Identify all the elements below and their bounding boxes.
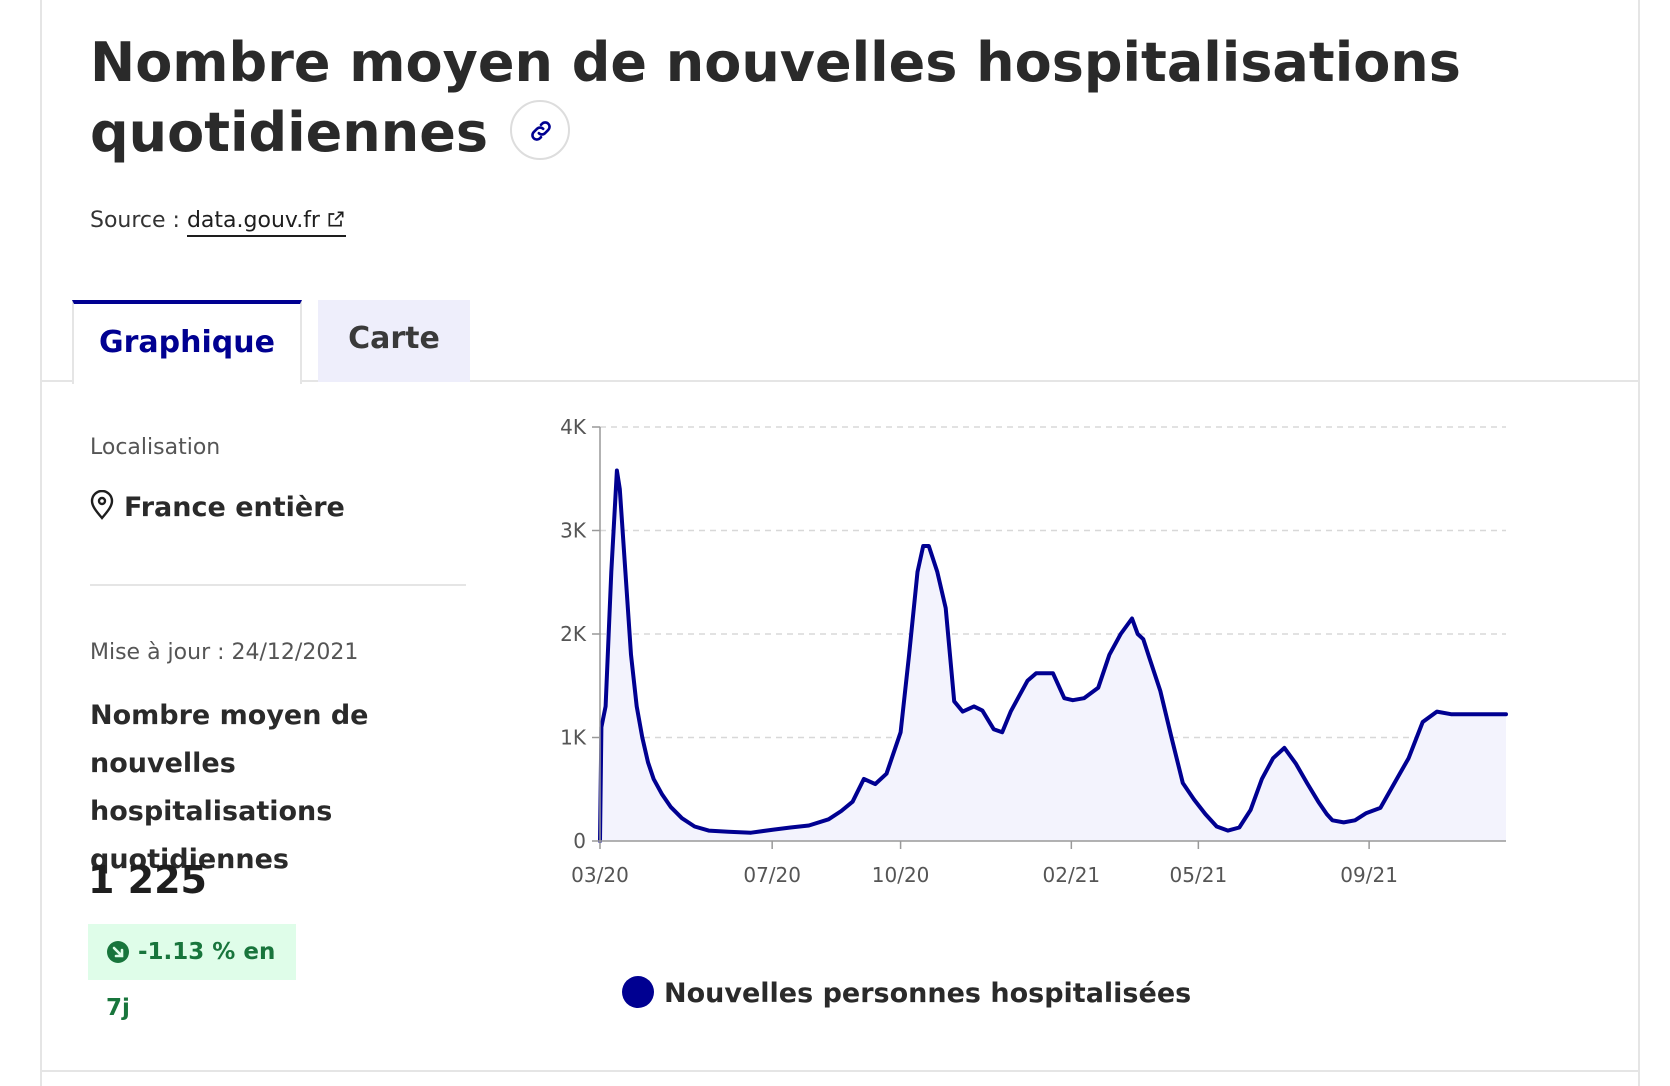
x-tick-label: 05/21: [1170, 863, 1228, 887]
metric-title: Nombre moyen de nouvelles hospitalisatio…: [90, 700, 369, 875]
y-tick-label: 0: [573, 829, 586, 853]
trend-down-icon: [107, 941, 129, 963]
source-link[interactable]: data.gouv.fr: [186, 208, 346, 237]
card-frame: [40, 0, 1640, 1086]
x-tick-label: 10/20: [872, 863, 930, 887]
location-selector[interactable]: France entière: [90, 489, 345, 523]
y-tick-label: 2K: [560, 622, 587, 646]
chart-data: [598, 468, 1508, 843]
location-value: France entière: [124, 492, 345, 523]
page-title-text: Nombre moyen de nouvelles hospitalisatio…: [90, 31, 1461, 164]
y-tick-label: 4K: [560, 415, 587, 439]
x-tick-label: 07/20: [743, 863, 801, 887]
series-area: [600, 470, 1506, 841]
y-tick-label: 3K: [560, 519, 587, 543]
bottom-divider: [40, 1070, 1640, 1072]
x-tick-label: 02/21: [1043, 863, 1101, 887]
page-title: Nombre moyen de nouvelles hospitalisatio…: [90, 28, 1490, 168]
tab-carte[interactable]: Carte: [318, 300, 470, 382]
source-prefix: Source :: [90, 208, 187, 233]
map-pin-icon: [90, 489, 114, 520]
change-badge: -1.13 % en 7j: [88, 924, 296, 1021]
sidebar-separator: [90, 584, 466, 586]
external-link-icon: [328, 211, 344, 227]
update-date: Mise à jour : 24/12/2021: [90, 640, 359, 665]
link-icon: [531, 121, 551, 142]
tab-graphique[interactable]: Graphique: [72, 300, 302, 384]
source-line: Source : data.gouv.fr: [90, 208, 346, 237]
chart-legend[interactable]: Nouvelles personnes hospitalisées: [622, 976, 1191, 1009]
copy-link-button[interactable]: [509, 100, 570, 161]
source-link-text: data.gouv.fr: [186, 208, 320, 233]
legend-swatch: [622, 976, 654, 1008]
x-tick-label: 03/20: [571, 863, 629, 887]
y-tick-label: 1K: [560, 726, 587, 750]
legend-label: Nouvelles personnes hospitalisées: [664, 978, 1192, 1009]
chart-axes: 0 1K 2K 3K 4K 03/20 07/20 10/20 02/21 05/21 09/21: [560, 415, 1506, 887]
metric-value: 1 225: [88, 858, 207, 902]
hospitalisation-chart: 0 1K 2K 3K 4K 03/20 07/20 10/20 02/21 05/21 09/21: [560, 415, 1508, 887]
x-tick-label: 09/21: [1340, 863, 1398, 887]
change-text: -1.13 % en 7j: [106, 939, 276, 1021]
location-label: Localisation: [90, 435, 221, 460]
tabs-divider: [40, 380, 1640, 382]
